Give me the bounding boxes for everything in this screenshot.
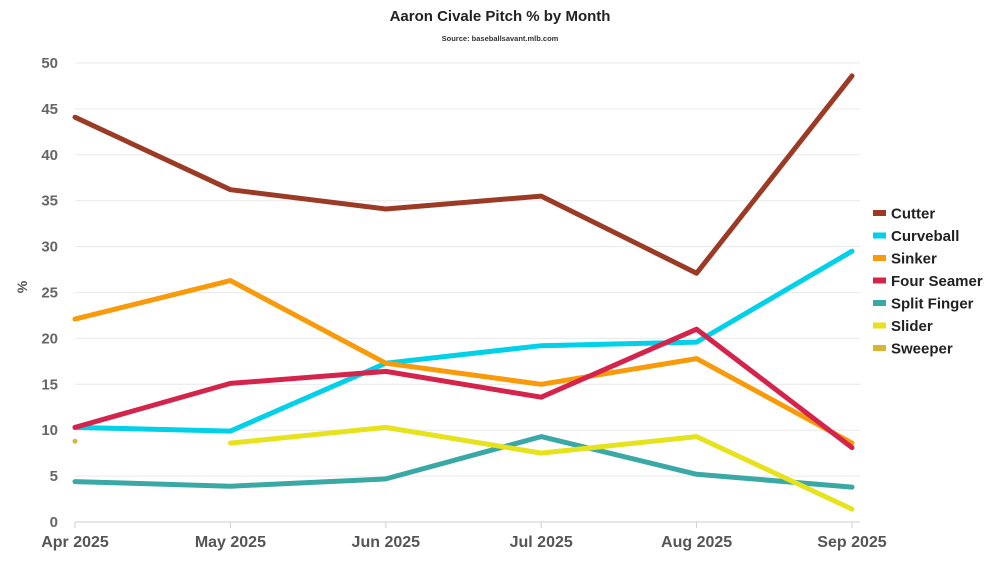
legend-swatch — [873, 210, 886, 216]
legend-swatch — [873, 345, 886, 351]
y-tick-label: 15 — [41, 376, 58, 393]
legend-label: Curveball — [891, 228, 959, 245]
x-tick-label: Sep 2025 — [817, 534, 886, 551]
series-line — [72, 73, 855, 276]
y-tick-label: 0 — [50, 514, 58, 531]
series-line — [72, 278, 855, 446]
series-line — [227, 424, 855, 512]
legend-label: Slider — [891, 318, 933, 335]
y-tick-label: 20 — [41, 330, 58, 347]
legend-label: Sweeper — [891, 341, 953, 358]
y-tick-label: 30 — [41, 239, 58, 256]
x-tick-label: Jul 2025 — [510, 534, 573, 551]
y-tick-label: 35 — [41, 193, 58, 210]
x-tick-label: Apr 2025 — [41, 534, 109, 551]
legend-swatch — [873, 300, 886, 306]
y-tick-label: 25 — [41, 285, 58, 302]
series-point — [72, 438, 78, 444]
x-tick-label: May 2025 — [195, 534, 266, 551]
series-line — [72, 326, 855, 451]
y-tick-label: 5 — [50, 468, 58, 485]
legend-label: Four Seamer — [891, 273, 983, 290]
legend-swatch — [873, 322, 886, 329]
legend-swatch — [873, 277, 886, 284]
y-tick-label: 50 — [41, 55, 58, 72]
legend-swatch — [873, 255, 886, 261]
legend-label: Sinker — [891, 251, 937, 268]
legend-label: Split Finger — [891, 296, 974, 313]
legend-swatch — [873, 232, 886, 239]
y-tick-label: 10 — [41, 422, 58, 439]
series-line — [72, 248, 855, 434]
legend-label: Cutter — [891, 206, 935, 223]
y-tick-label: 45 — [41, 101, 58, 118]
chart-title: Aaron Civale Pitch % by Month — [389, 8, 611, 25]
x-tick-label: Jun 2025 — [352, 534, 421, 551]
y-tick-label: 40 — [41, 147, 58, 164]
y-axis-label: % — [14, 280, 30, 293]
x-tick-label: Aug 2025 — [661, 534, 732, 551]
series-line — [72, 434, 855, 490]
chart-subtitle: Source: baseballsavant.mlb.com — [441, 34, 559, 43]
